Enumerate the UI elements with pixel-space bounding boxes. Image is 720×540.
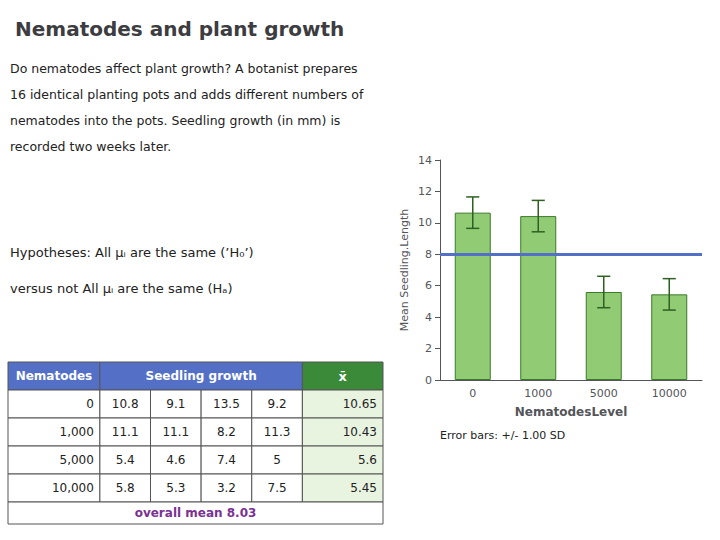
svg-text:9.2: 9.2 (268, 397, 287, 411)
svg-text:12: 12 (418, 185, 432, 198)
svg-text:4: 4 (425, 311, 432, 324)
svg-text:8.2: 8.2 (217, 425, 236, 439)
svg-text:nematodes into the pots. Seedl: nematodes into the pots. Seedling growth… (10, 113, 340, 128)
svg-text:2: 2 (425, 342, 432, 355)
svg-text:9.1: 9.1 (166, 397, 185, 411)
svg-text:0: 0 (425, 374, 432, 387)
svg-text:Nematodes and plant growth: Nematodes and plant growth (15, 17, 344, 41)
svg-text:5: 5 (273, 453, 281, 467)
svg-text:6: 6 (425, 279, 432, 292)
svg-text:10: 10 (418, 216, 432, 229)
svg-text:5.4: 5.4 (116, 453, 135, 467)
svg-text:0: 0 (86, 397, 94, 411)
svg-text:11.1: 11.1 (162, 425, 189, 439)
svg-text:1000: 1000 (524, 387, 552, 400)
svg-text:Seedling growth: Seedling growth (146, 369, 257, 383)
svg-text:4.6: 4.6 (166, 453, 185, 467)
svg-text:7.4: 7.4 (217, 453, 236, 467)
svg-text:5.6: 5.6 (358, 453, 377, 467)
svg-text:overall mean 8.03: overall mean 8.03 (135, 506, 257, 520)
svg-text:14: 14 (418, 154, 432, 167)
svg-text:11.1: 11.1 (112, 425, 139, 439)
svg-text:5,000: 5,000 (60, 453, 94, 467)
svg-text:5000: 5000 (590, 387, 618, 400)
svg-text:Nematodes: Nematodes (16, 369, 93, 383)
svg-text:NematodesLevel: NematodesLevel (515, 405, 628, 419)
svg-text:10000: 10000 (652, 387, 687, 400)
svg-text:5.3: 5.3 (166, 481, 185, 495)
svg-text:10.65: 10.65 (343, 397, 377, 411)
svg-text:Mean Seedling.Length: Mean Seedling.Length (398, 209, 411, 332)
svg-text:10.43: 10.43 (343, 425, 377, 439)
svg-text:1,000: 1,000 (60, 425, 94, 439)
svg-text:5.8: 5.8 (116, 481, 135, 495)
svg-text:11.3: 11.3 (264, 425, 291, 439)
svg-text:13.5: 13.5 (213, 397, 240, 411)
svg-text:Do nematodes affect plant grow: Do nematodes affect plant growth? A bota… (10, 61, 358, 76)
svg-text:7.5: 7.5 (268, 481, 287, 495)
svg-text:Hypotheses: All μᵢ are the sam: Hypotheses: All μᵢ are the same (’H₀’) (10, 245, 254, 260)
svg-text:3.2: 3.2 (217, 481, 236, 495)
svg-text:Error bars: +/- 1.00 SD: Error bars: +/- 1.00 SD (440, 429, 565, 442)
svg-text:10,000: 10,000 (52, 481, 94, 495)
svg-text:5.45: 5.45 (350, 481, 377, 495)
svg-text:16 identical planting pots and: 16 identical planting pots and adds diff… (10, 87, 364, 102)
svg-text:versus not All μᵢ are the same: versus not All μᵢ are the same (Hₐ) (10, 281, 233, 296)
svg-text:10.8: 10.8 (112, 397, 139, 411)
svg-text:recorded two weeks later.: recorded two weeks later. (10, 139, 171, 154)
svg-text:0: 0 (469, 387, 476, 400)
svg-text:x̄: x̄ (338, 369, 347, 384)
svg-text:8: 8 (425, 248, 432, 261)
